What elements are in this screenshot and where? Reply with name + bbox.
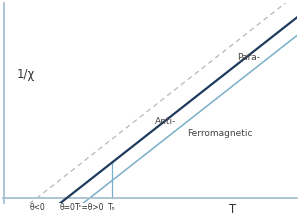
Text: Tᶜ=θ>0: Tᶜ=θ>0 <box>75 203 105 212</box>
Text: Ferromagnetic: Ferromagnetic <box>187 129 252 138</box>
Text: 1/χ: 1/χ <box>16 69 35 81</box>
Text: Anti-: Anti- <box>154 117 176 126</box>
Text: Para-: Para- <box>237 53 260 62</box>
Text: T: T <box>229 203 236 216</box>
Text: θ=0: θ=0 <box>59 203 75 212</box>
Text: θ<0: θ<0 <box>29 203 45 212</box>
Text: Tₙ: Tₙ <box>108 203 116 212</box>
